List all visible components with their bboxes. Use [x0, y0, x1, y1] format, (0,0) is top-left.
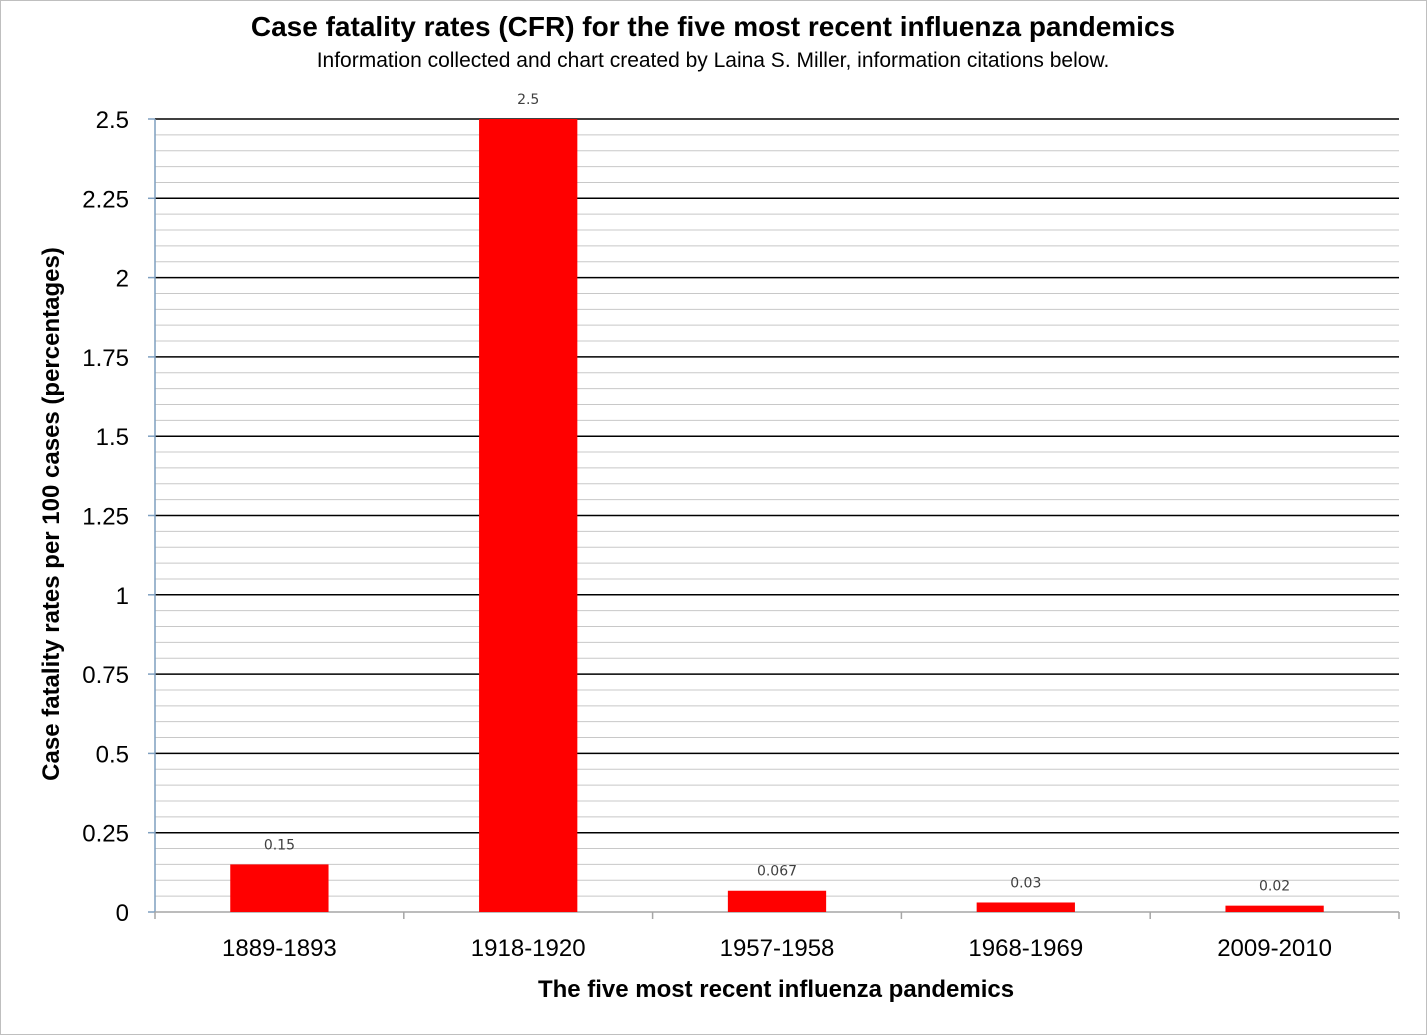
y-tick-label: 1.75: [82, 345, 129, 372]
y-tick-labels: 0 0.25 0.5 0.75 1 1.25 1.5 1.75 2 2.25 2.5: [82, 107, 129, 927]
bar-1957-1958: [727, 890, 827, 912]
y-tick-label: 0.25: [82, 821, 129, 848]
data-label-1889-1893: 0.15: [264, 837, 295, 853]
bar-1918-1920: [479, 119, 578, 912]
x-tick-labels: 1889-1893 1918-1920 1957-1958 1968-1969 2009…: [222, 935, 1332, 962]
y-tick-label: 1.25: [82, 504, 129, 531]
x-tick-label: 1968-1969: [968, 935, 1083, 962]
x-tick-label: 1918-1920: [471, 935, 586, 962]
y-tick-label: 1: [116, 583, 129, 610]
y-axis-title: Case fatality rates per 100 cases (perce…: [38, 247, 65, 781]
bar-1889-1893: [230, 864, 329, 912]
data-label-1968-1969: 0.03: [1010, 875, 1041, 891]
y-tick-label: 2.5: [96, 107, 129, 134]
major-gridlines: [155, 118, 1399, 834]
x-tick-label: 2009-2010: [1217, 935, 1332, 962]
chart-axes: [148, 118, 1400, 919]
y-tick-label: 0: [116, 900, 129, 927]
y-tick-label: 0.75: [82, 662, 129, 689]
bar-2009-2010: [1225, 905, 1324, 912]
bar-1968-1969: [976, 902, 1075, 912]
data-label-1918-1920: 2.5: [517, 92, 539, 108]
chart-subtitle: Information collected and chart created …: [317, 49, 1110, 72]
data-labels: 0.15 2.5 0.067 0.03 0.02: [264, 92, 1290, 895]
bar-series: [230, 119, 1324, 912]
data-label-2009-2010: 0.02: [1259, 879, 1290, 895]
y-tick-label: 2.25: [82, 186, 129, 213]
y-tick-label: 1.5: [96, 424, 129, 451]
y-tick-label: 0.5: [96, 741, 129, 768]
x-axis-title: The five most recent influenza pandemics: [538, 976, 1014, 1003]
data-label-1957-1958: 0.067: [757, 864, 797, 880]
y-tick-label: 2: [116, 266, 129, 293]
x-tick-label: 1957-1958: [720, 935, 835, 962]
chart-title: Case fatality rates (CFR) for the five m…: [251, 11, 1175, 42]
minor-gridlines: [155, 134, 1399, 897]
x-tick-label: 1889-1893: [222, 935, 337, 962]
